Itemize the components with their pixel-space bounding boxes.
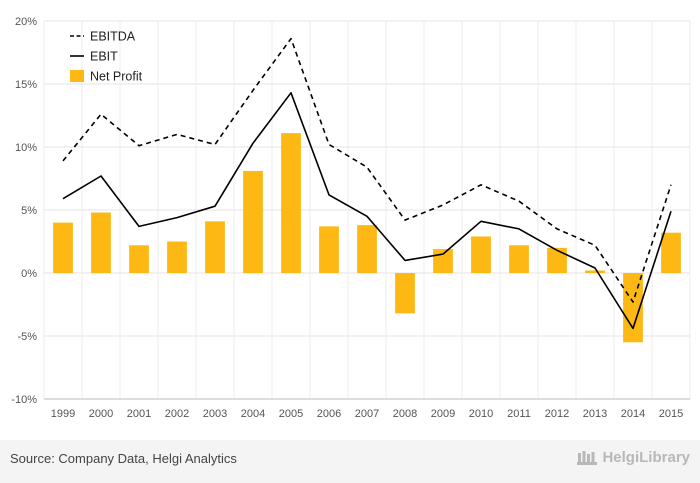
y-tick-label: -5% xyxy=(17,331,37,343)
footer: Source: Company Data, Helgi Analytics He… xyxy=(0,440,700,483)
x-tick-label: 2004 xyxy=(241,408,265,420)
bar-net-profit xyxy=(243,170,263,273)
library-icon xyxy=(577,451,598,465)
x-tick-label: 2002 xyxy=(165,408,189,420)
x-tick-label: 2013 xyxy=(583,408,607,420)
bar-net-profit xyxy=(661,232,681,273)
axis-layer: 20% 15% 10% 5% 0% -5% -10% 1999 2000 2001 2002 2003… xyxy=(11,16,690,420)
bar-net-profit xyxy=(167,241,187,273)
x-tick-label: 2005 xyxy=(279,408,303,420)
y-tick-label: 15% xyxy=(15,79,37,91)
x-tick-label: 2011 xyxy=(507,408,531,420)
bar-net-profit xyxy=(395,273,415,314)
legend-label: EBIT xyxy=(90,50,118,64)
legend-label: Net Profit xyxy=(90,70,143,84)
bar-net-profit xyxy=(585,270,605,273)
bar-net-profit xyxy=(509,245,529,273)
bar-net-profit xyxy=(53,222,73,273)
bars-layer xyxy=(53,133,681,343)
y-tick-label: 20% xyxy=(15,16,37,28)
y-tick-label: -10% xyxy=(11,394,37,406)
x-tick-label: 2006 xyxy=(317,408,341,420)
legend: EBITDA EBIT Net Profit xyxy=(70,30,143,84)
bar-net-profit xyxy=(547,247,567,273)
x-tick-label: 2003 xyxy=(203,408,227,420)
x-tick-label: 1999 xyxy=(51,408,75,420)
y-tick-label: 5% xyxy=(21,205,37,217)
chart-svg: 20% 15% 10% 5% 0% -5% -10% 1999 2000 2001 2002 2003… xyxy=(11,16,691,420)
x-tick-label: 2012 xyxy=(545,408,569,420)
x-tick-label: 2001 xyxy=(127,408,151,420)
x-tick-label: 2008 xyxy=(393,408,417,420)
bar-net-profit xyxy=(129,245,149,273)
bar-net-profit xyxy=(319,226,339,273)
bar-net-profit xyxy=(281,133,301,273)
bar-net-profit xyxy=(205,221,225,273)
bar-net-profit xyxy=(357,225,377,273)
x-tick-label: 2014 xyxy=(621,408,645,420)
grid-layer xyxy=(43,20,691,400)
legend-swatch-net-profit xyxy=(70,70,84,82)
source-note: Source: Company Data, Helgi Analytics xyxy=(10,451,237,466)
line-ebitda xyxy=(62,37,672,303)
y-tick-label: 0% xyxy=(21,268,37,280)
helgi-library-logo: HelgiLibrary xyxy=(576,448,690,466)
x-tick-label: 2010 xyxy=(469,408,493,420)
lines-layer xyxy=(62,37,672,330)
legend-label: EBITDA xyxy=(90,30,136,44)
x-tick-label: 2009 xyxy=(431,408,455,420)
x-tick-label: 2007 xyxy=(355,408,379,420)
line-ebit xyxy=(62,92,672,330)
y-tick-label: 10% xyxy=(15,142,37,154)
bar-net-profit xyxy=(433,249,453,273)
chart: 20% 15% 10% 5% 0% -5% -10% 1999 2000 2001 2002 2003… xyxy=(11,16,691,420)
x-tick-label: 2015 xyxy=(659,408,683,420)
x-tick-label: 2000 xyxy=(89,408,113,420)
bar-net-profit xyxy=(91,212,111,273)
bar-net-profit xyxy=(623,273,643,343)
logo-text: HelgiLibrary xyxy=(602,448,690,466)
bar-net-profit xyxy=(471,236,491,273)
